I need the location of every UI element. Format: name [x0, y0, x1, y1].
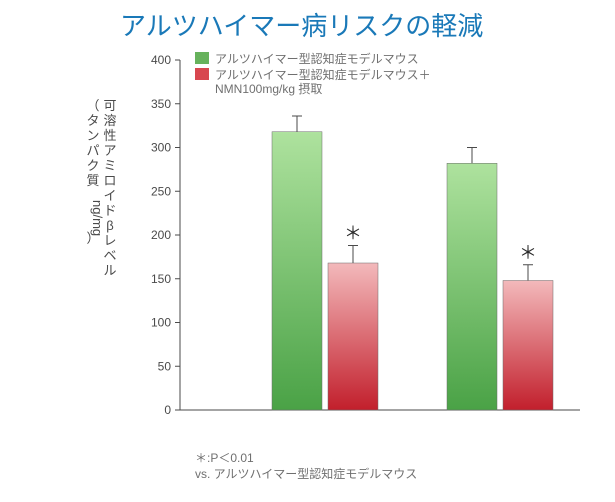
chart-root: アルツハイマー病リスクの軽減 アルツハイマー型認知症モデルマウスアルツハイマー型… — [0, 0, 615, 502]
footnote-line: vs. アルツハイマー型認知症モデルマウス — [195, 466, 417, 481]
y-tick-label: 350 — [151, 97, 171, 111]
bar — [272, 132, 322, 410]
y-axis-title-line: ン — [86, 128, 99, 143]
legend-swatch — [195, 68, 209, 80]
chart-title: アルツハイマー病リスクの軽減 — [120, 11, 483, 41]
y-tick-label: 300 — [151, 141, 171, 155]
bar — [328, 263, 378, 410]
legend-swatch — [195, 52, 209, 64]
bar — [447, 163, 497, 410]
y-tick-label: 250 — [151, 184, 171, 198]
legend: アルツハイマー型認知症モデルマウスアルツハイマー型認知症モデルマウス＋NMN10… — [195, 51, 431, 96]
y-axis-title-line: 溶 — [103, 113, 116, 128]
y-axis-title-line: β — [106, 218, 113, 233]
y-axis-title-line: （ — [86, 98, 99, 113]
footnote-line: ＊:P＜0.01 — [195, 451, 254, 465]
footnote: ＊:P＜0.01vs. アルツハイマー型認知症モデルマウス — [195, 451, 417, 481]
y-tick-label: 100 — [151, 316, 171, 330]
y-tick-label: 200 — [151, 228, 171, 242]
y-axis-title-line: 性 — [103, 128, 116, 143]
y-axis-title: 可溶性アミロイドβレベル（タンパク質ng/mg） — [86, 98, 116, 278]
plot-area: 0 50 100 150 200 250 300 350 400 ＊ ＊ — [151, 53, 580, 417]
y-axis-title-line: ロ — [103, 173, 116, 188]
legend-label: アルツハイマー型認知症モデルマウス — [215, 51, 419, 66]
bar — [503, 281, 553, 411]
y-tick-label: 0 — [164, 403, 171, 417]
legend-label: アルツハイマー型認知症モデルマウス＋ — [215, 67, 431, 82]
y-axis-title-line: ル — [103, 263, 116, 278]
significance-marker: ＊ — [519, 243, 537, 263]
y-axis-title-line: ベ — [103, 248, 116, 263]
y-tick-label: 150 — [151, 272, 171, 286]
y-axis-title-line: ） — [86, 230, 99, 245]
y-tick-label: 50 — [158, 359, 172, 373]
legend-label: NMN100mg/kg 摂取 — [215, 81, 322, 96]
y-axis-title-line: 質 — [86, 173, 99, 188]
y-axis-title-line: 可 — [103, 98, 116, 113]
y-axis-title-line: ミ — [103, 158, 116, 173]
y-axis-title-line: ア — [103, 143, 116, 158]
y-tick-label: 400 — [151, 53, 171, 67]
y-axis-title-line: ク — [86, 158, 99, 173]
y-axis-title-line: パ — [86, 143, 99, 158]
y-axis-title-line: タ — [86, 113, 99, 128]
significance-marker: ＊ — [344, 224, 362, 244]
